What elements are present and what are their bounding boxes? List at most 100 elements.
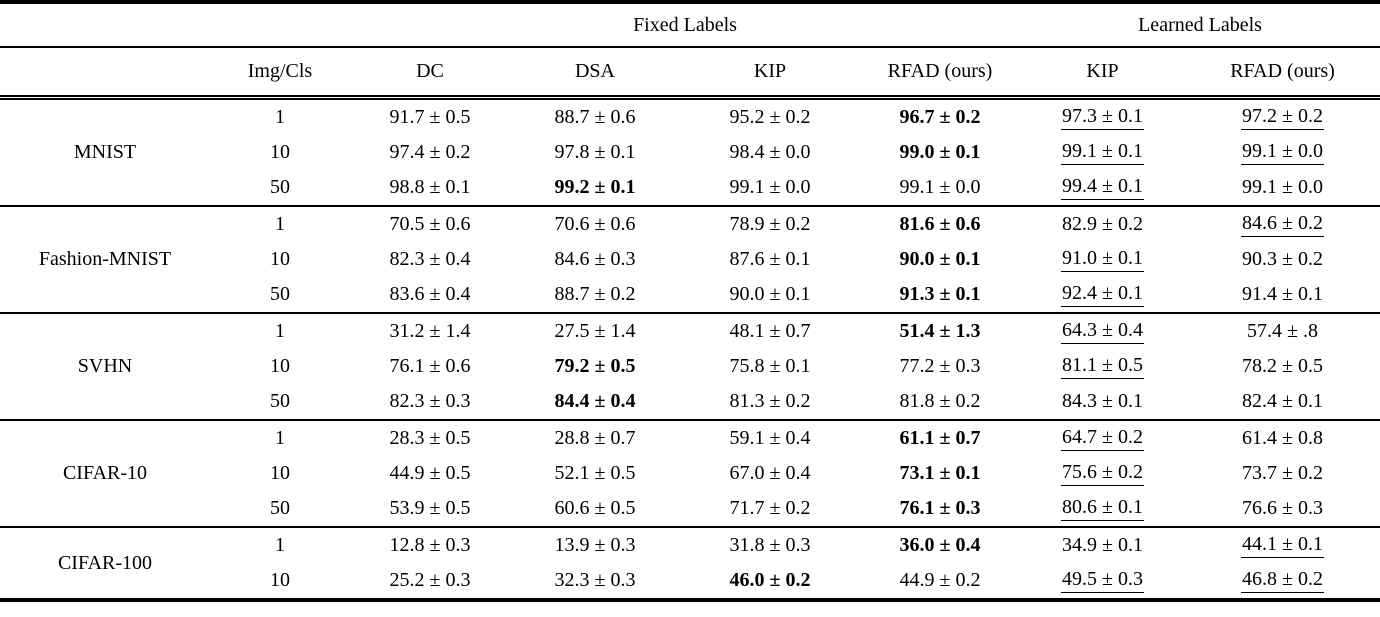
data-cell-value: 71.7 ± 0.2 [729, 497, 811, 519]
img-per-class-value: 1 [210, 526, 350, 563]
img-per-class-value: 10 [270, 248, 290, 270]
data-cell: 71.7 ± 0.2 [680, 491, 860, 527]
data-cell-value: 82.4 ± 0.1 [1242, 390, 1323, 412]
data-cell-value: 95.2 ± 0.2 [729, 106, 811, 128]
img-per-class-value: 1 [210, 205, 350, 242]
data-cell: 82.9 ± 0.2 [1020, 205, 1185, 242]
data-cell: 81.1 ± 0.5 [1020, 349, 1185, 384]
column-header: KIP [680, 47, 860, 100]
data-cell: 78.9 ± 0.2 [680, 205, 860, 242]
data-cell: 90.0 ± 0.1 [680, 277, 860, 313]
data-cell-value: 84.3 ± 0.1 [1062, 390, 1143, 412]
img-per-class-value: 1 [210, 96, 350, 135]
data-cell: 77.2 ± 0.3 [860, 349, 1020, 384]
data-cell-value: 88.7 ± 0.6 [554, 106, 636, 128]
data-cell-value: 81.6 ± 0.6 [899, 213, 981, 235]
table-row: SVHN 1 31.2 ± 1.4 27.5 ± 1.4 48.1 ± 0.7 51.4 … [0, 312, 1380, 420]
data-cell: 28.8 ± 0.7 [510, 419, 680, 456]
data-cell-value: 31.8 ± 0.3 [729, 534, 811, 556]
data-cell-value: 60.6 ± 0.5 [554, 497, 636, 519]
data-cell: 76.1 ± 0.3 [860, 491, 1020, 527]
data-cell: 97.8 ± 0.1 [510, 135, 680, 170]
data-cell: 99.1 ± 0.1 [1020, 135, 1185, 170]
table-row: Fashion-MNIST 1 70.5 ± 0.6 70.6 ± 0.6 78.9 ±… [0, 205, 1380, 313]
data-cell-value: 73.1 ± 0.1 [899, 462, 981, 484]
data-cell-value: 91.7 ± 0.5 [389, 106, 471, 128]
data-cell: 88.7 ± 0.6 [510, 96, 680, 135]
data-cell: 73.1 ± 0.1 [860, 456, 1020, 491]
data-cell: 84.3 ± 0.1 [1020, 384, 1185, 420]
data-cell: 91.0 ± 0.1 [1020, 242, 1185, 277]
data-cell: 53.9 ± 0.5 [350, 491, 510, 527]
data-cell: 34.9 ± 0.1 [1020, 526, 1185, 563]
dataset-label: Fashion-MNIST [0, 205, 210, 313]
img-per-class-value: 50 [270, 176, 290, 198]
img-per-class-value: 10 [270, 355, 290, 377]
data-cell-value: 81.1 ± 0.5 [1061, 355, 1144, 379]
data-cell-value: 82.3 ± 0.4 [389, 248, 471, 270]
data-cell: 31.8 ± 0.3 [680, 526, 860, 563]
data-cell-value: 67.0 ± 0.4 [729, 462, 811, 484]
table-row: 50 53.9 ± 0.5 60.6 ± 0.5 71.7 ± 0.2 76.1 ± 0… [0, 491, 1380, 527]
data-cell: 76.1 ± 0.6 [350, 349, 510, 384]
data-cell: 98.4 ± 0.0 [680, 135, 860, 170]
data-cell-value: 44.1 ± 0.1 [1241, 534, 1324, 558]
group-header-spacer [0, 2, 350, 48]
data-cell: 51.4 ± 1.3 [860, 312, 1020, 349]
data-cell: 92.4 ± 0.1 [1020, 277, 1185, 313]
data-cell-value: 61.4 ± 0.8 [1242, 427, 1323, 449]
data-cell: 31.2 ± 1.4 [350, 312, 510, 349]
data-cell: 99.1 ± 0.0 [680, 170, 860, 206]
data-cell-value: 99.2 ± 0.1 [554, 176, 636, 198]
data-cell: 81.3 ± 0.2 [680, 384, 860, 420]
data-cell-value: 73.7 ± 0.2 [1242, 462, 1323, 484]
data-cell: 81.6 ± 0.6 [860, 205, 1020, 242]
data-cell-value: 25.2 ± 0.3 [389, 569, 471, 591]
data-cell-value: 28.8 ± 0.7 [554, 427, 636, 449]
data-cell: 95.2 ± 0.2 [680, 96, 860, 135]
data-cell: 99.1 ± 0.0 [860, 170, 1020, 206]
data-cell: 75.8 ± 0.1 [680, 349, 860, 384]
data-cell-value: 76.1 ± 0.6 [389, 355, 471, 377]
column-header: KIP [1020, 47, 1185, 100]
data-cell-value: 64.3 ± 0.4 [1061, 320, 1144, 344]
data-cell: 82.4 ± 0.1 [1185, 384, 1380, 420]
data-cell-value: 79.2 ± 0.5 [554, 355, 636, 377]
data-cell-value: 77.2 ± 0.3 [899, 355, 981, 377]
data-cell: 57.4 ± .8 [1185, 312, 1380, 349]
data-cell: 75.6 ± 0.2 [1020, 456, 1185, 491]
table-row: CIFAR-10 1 28.3 ± 0.5 28.8 ± 0.7 59.1 ± 0.4 6… [0, 419, 1380, 527]
data-cell-value: 78.2 ± 0.5 [1242, 355, 1323, 377]
group-header-label: Fixed Labels [350, 2, 1020, 48]
data-cell: 97.2 ± 0.2 [1185, 96, 1380, 135]
data-cell-value: 99.1 ± 0.0 [899, 176, 981, 198]
table-row: 10 76.1 ± 0.6 79.2 ± 0.5 75.8 ± 0.1 77.2 ± 0… [0, 349, 1380, 384]
data-cell: 28.3 ± 0.5 [350, 419, 510, 456]
data-cell-value: 90.0 ± 0.1 [899, 248, 981, 270]
data-cell-value: 97.2 ± 0.2 [1241, 106, 1324, 130]
data-cell: 46.8 ± 0.2 [1185, 563, 1380, 600]
data-cell: 88.7 ± 0.2 [510, 277, 680, 313]
data-cell-value: 99.0 ± 0.1 [899, 141, 981, 163]
table-row: 50 83.6 ± 0.4 88.7 ± 0.2 90.0 ± 0.1 91.3 ± 0… [0, 277, 1380, 313]
column-header-row: Img/Cls DC DSA KIP RFAD (ours) KIP RFAD (ours) [0, 47, 1380, 100]
data-cell-value: 99.4 ± 0.1 [1061, 176, 1144, 200]
data-cell: 48.1 ± 0.7 [680, 312, 860, 349]
data-cell-value: 78.9 ± 0.2 [729, 213, 811, 235]
data-cell-value: 48.1 ± 0.7 [729, 320, 811, 342]
data-cell: 81.8 ± 0.2 [860, 384, 1020, 420]
data-cell: 83.6 ± 0.4 [350, 277, 510, 313]
data-cell: 61.1 ± 0.7 [860, 419, 1020, 456]
table-row: CIFAR-100 1 12.8 ± 0.3 13.9 ± 0.3 31.8 ± 0.3… [0, 526, 1380, 600]
column-header: Img/Cls [210, 47, 350, 100]
data-cell: 59.1 ± 0.4 [680, 419, 860, 456]
data-cell: 82.3 ± 0.4 [350, 242, 510, 277]
data-cell: 73.7 ± 0.2 [1185, 456, 1380, 491]
data-cell-value: 97.3 ± 0.1 [1061, 106, 1144, 130]
img-per-class-value: 10 [270, 462, 290, 484]
data-cell: 67.0 ± 0.4 [680, 456, 860, 491]
data-cell-value: 27.5 ± 1.4 [554, 320, 636, 342]
data-cell-value: 75.8 ± 0.1 [729, 355, 811, 377]
data-cell-value: 75.6 ± 0.2 [1061, 462, 1144, 486]
